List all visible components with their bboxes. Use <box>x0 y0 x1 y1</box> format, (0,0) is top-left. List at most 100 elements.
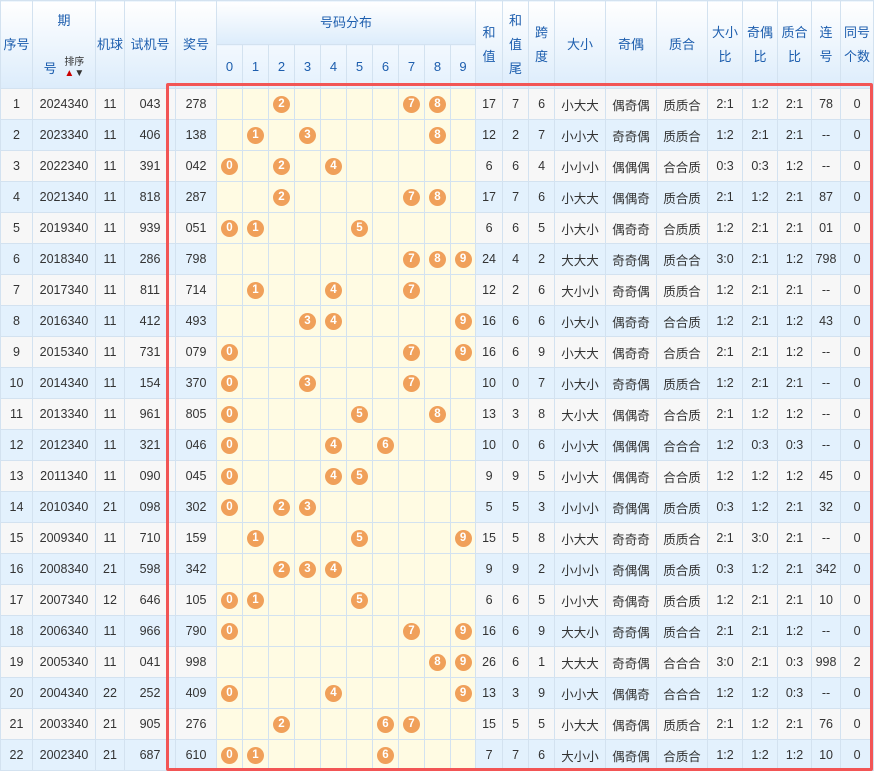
cell-oer: 2:1 <box>742 305 779 337</box>
cell-oe: 偶奇奇 <box>605 305 658 337</box>
cell-pc: 合质合 <box>656 739 709 771</box>
dist-cell-2 <box>268 212 295 244</box>
dist-cell-6 <box>372 677 399 709</box>
cell-prize: 105 <box>175 584 217 616</box>
cell-prize: 790 <box>175 615 217 647</box>
dist-cell-0: 0 <box>216 584 243 616</box>
sort-asc-icon[interactable]: ▲ <box>64 67 75 79</box>
cell-period: 2010340 <box>32 491 96 523</box>
dist-cell-3 <box>294 274 321 306</box>
dist-cell-6 <box>372 367 399 399</box>
cell-tail: 6 <box>502 646 530 678</box>
digit-ball: 9 <box>454 684 472 702</box>
cell-period: 2024340 <box>32 88 96 120</box>
cell-oe: 奇奇偶 <box>605 367 658 399</box>
dist-cell-9 <box>449 181 477 213</box>
dist-cell-4 <box>320 336 347 368</box>
cell-test: 321 <box>124 429 176 461</box>
cell-test: 090 <box>124 460 176 492</box>
table-row: 18 2006340 11 966 790 0 7 9 16 6 9 大大小 奇奇偶 质合合 2:1 2:1 1… <box>0 615 875 647</box>
cell-pcr: 2:1 <box>777 181 813 213</box>
cell-oe: 偶偶奇 <box>605 460 658 492</box>
cell-test: 252 <box>124 677 176 709</box>
dist-cell-1 <box>242 646 269 678</box>
header-digit-2: 2 <box>268 44 295 89</box>
cell-bsr: 2:1 <box>707 181 744 213</box>
cell-pcr: 2:1 <box>777 491 813 523</box>
cell-test: 818 <box>124 181 176 213</box>
digit-ball: 2 <box>273 498 290 516</box>
dist-cell-8: 8 <box>424 646 451 678</box>
dist-cell-7: 7 <box>398 367 425 399</box>
cell-machine: 11 <box>95 305 125 337</box>
cell-tail: 4 <box>502 243 530 275</box>
cell-oe: 奇偶偶 <box>605 553 658 585</box>
header-same-count: 同号 个数 <box>840 0 875 89</box>
cell-oer: 2:1 <box>742 212 779 244</box>
cell-test: 811 <box>124 274 176 306</box>
header-period-label: 期号 <box>43 12 71 76</box>
digit-ball: 7 <box>403 281 420 299</box>
cell-pcr: 2:1 <box>777 88 813 120</box>
cell-span: 7 <box>528 119 556 151</box>
header-sum-tail: 和值尾 <box>502 0 530 89</box>
cell-seq: 15 <box>0 522 33 554</box>
cell-period: 2018340 <box>32 243 96 275</box>
cell-bsr: 2:1 <box>707 708 744 740</box>
dist-cell-2: 2 <box>268 708 295 740</box>
sort-control[interactable]: 排序 ▲▼ <box>64 56 85 79</box>
dist-cell-6 <box>372 336 399 368</box>
dist-cell-1 <box>242 367 269 399</box>
cell-sum: 10 <box>475 429 504 461</box>
dist-cell-0 <box>216 119 243 151</box>
digit-ball: 4 <box>325 684 342 702</box>
cell-bsr: 1:2 <box>707 305 744 337</box>
cell-machine: 22 <box>95 677 125 709</box>
cell-prize: 045 <box>175 460 217 492</box>
sort-desc-icon[interactable]: ▼ <box>74 67 85 79</box>
dist-cell-3: 3 <box>294 553 321 585</box>
dist-cell-7 <box>398 646 425 678</box>
digit-ball: 2 <box>273 157 290 175</box>
digit-ball: 5 <box>351 219 368 237</box>
dist-cell-6: 6 <box>372 429 399 461</box>
cell-test: 687 <box>124 739 176 771</box>
cell-consec: -- <box>811 150 842 182</box>
dist-cell-5: 5 <box>346 212 373 244</box>
digit-ball: 9 <box>454 529 472 547</box>
dist-cell-7: 7 <box>398 181 425 213</box>
dist-cell-8: 8 <box>424 398 451 430</box>
dist-cell-9 <box>449 708 477 740</box>
dist-cell-7 <box>398 584 425 616</box>
digit-ball: 5 <box>351 591 368 609</box>
cell-bs: 小大大 <box>554 336 607 368</box>
cell-pcr: 2:1 <box>777 708 813 740</box>
dist-cell-8 <box>424 367 451 399</box>
dist-cell-3 <box>294 708 321 740</box>
cell-tail: 9 <box>502 553 530 585</box>
header-period[interactable]: 期号 排序 ▲▼ <box>32 0 96 89</box>
digit-ball: 7 <box>403 188 420 206</box>
digit-ball: 7 <box>403 343 420 361</box>
cell-sum: 9 <box>475 460 504 492</box>
table-row: 4 2021340 11 818 287 2 7 8 17 7 6 小大大 偶偶奇 质合质 2:1 1:2 2:… <box>0 181 875 213</box>
dist-cell-7 <box>398 460 425 492</box>
cell-pc: 质合合 <box>656 615 709 647</box>
cell-prize: 493 <box>175 305 217 337</box>
cell-oe: 偶偶偶 <box>605 150 658 182</box>
dist-cell-0 <box>216 274 243 306</box>
cell-oe: 奇奇偶 <box>605 119 658 151</box>
dist-cell-3 <box>294 522 321 554</box>
cell-oe: 奇奇偶 <box>605 615 658 647</box>
cell-oer: 1:2 <box>742 677 779 709</box>
dist-cell-1 <box>242 460 269 492</box>
dist-cell-5 <box>346 274 373 306</box>
cell-consec: 10 <box>811 584 842 616</box>
table-body: 1 2024340 11 043 278 2 7 8 17 7 6 小大大 偶奇偶 质质合 2:1 1:2 2:… <box>0 88 875 771</box>
dist-cell-0 <box>216 305 243 337</box>
dist-cell-4: 4 <box>320 460 347 492</box>
cell-same: 0 <box>840 522 875 554</box>
cell-consec: 87 <box>811 181 842 213</box>
